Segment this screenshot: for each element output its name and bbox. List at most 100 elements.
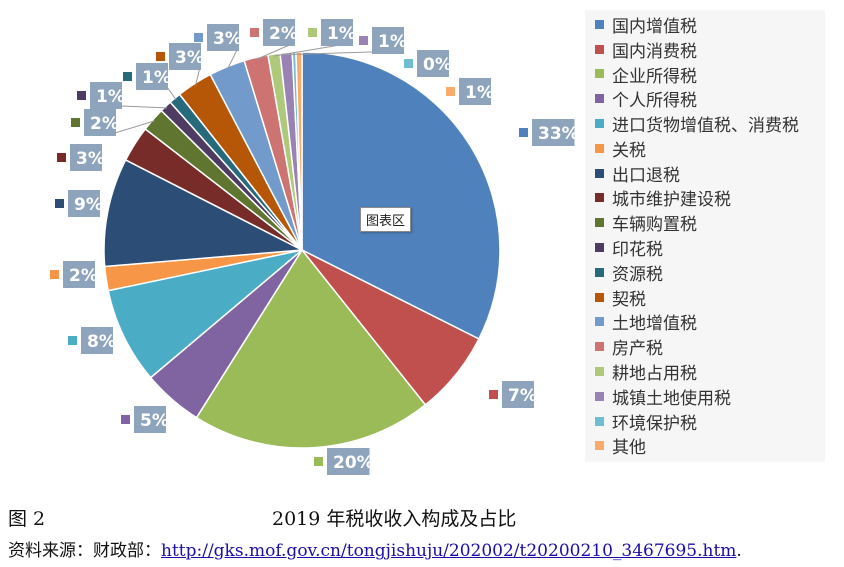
legend-item: 国内增值税 — [585, 12, 825, 37]
legend-item: 国内消费税 — [585, 37, 825, 62]
legend-label: 进口货物增值税、消费税 — [612, 116, 799, 137]
legend-swatch — [595, 119, 604, 129]
legend-item: 企业所得税 — [585, 62, 825, 87]
data-label-box — [81, 327, 113, 354]
legend-swatch — [595, 342, 604, 352]
data-label-text: 8% — [87, 332, 116, 352]
pie-slice — [107, 249, 303, 379]
legend-swatch — [595, 143, 604, 153]
data-label-box — [372, 27, 404, 54]
data-label-box — [207, 24, 239, 51]
legend-item: 出口退税 — [585, 161, 825, 186]
legend-item: 车辆购置税 — [585, 210, 825, 235]
data-label-swatch — [314, 457, 323, 466]
legend-label: 房产税 — [612, 339, 663, 360]
data-label-box — [70, 144, 102, 171]
leader-line — [114, 120, 155, 134]
leader-line — [195, 66, 201, 86]
data-label-swatch — [489, 390, 498, 399]
data-label-text: 1% — [96, 87, 125, 107]
data-label-box — [136, 63, 168, 90]
legend-label: 印花税 — [612, 240, 663, 261]
legend-swatch — [595, 69, 604, 79]
data-label-box — [263, 19, 295, 46]
legend-swatch — [595, 391, 604, 401]
data-label-text: 3% — [213, 29, 242, 49]
data-label-box — [134, 406, 166, 433]
legend-item: 资源税 — [585, 260, 825, 285]
data-label-box — [327, 448, 370, 475]
legend-item: 个人所得税 — [585, 86, 825, 111]
figure-caption: 图 2 2019 年税收收入构成及占比 — [0, 502, 844, 532]
legend-label: 企业所得税 — [612, 66, 697, 87]
data-label: 3% — [156, 43, 204, 70]
legend-label: 耕地占用税 — [612, 364, 697, 385]
legend-label: 其他 — [612, 438, 646, 459]
data-label: 5% — [121, 406, 169, 433]
data-label-text: 20% — [333, 453, 374, 473]
data-label-box — [63, 261, 95, 288]
data-label-swatch — [57, 153, 66, 162]
legend-label: 关税 — [612, 140, 646, 161]
data-label-text: 5% — [140, 411, 169, 431]
data-label-text: 33% — [538, 124, 579, 144]
legend-swatch — [595, 218, 604, 228]
data-label: 2% — [71, 109, 119, 136]
legend-item: 耕地占用税 — [585, 359, 825, 384]
figure-number: 图 2 — [8, 508, 46, 530]
data-label-text: 3% — [175, 48, 204, 68]
data-label: 33% — [519, 119, 579, 146]
data-label: 1% — [446, 78, 494, 105]
data-label: 3% — [194, 24, 242, 51]
source-link[interactable]: http://gks.mof.gov.cn/tongjishuju/202002… — [161, 541, 737, 561]
data-label-swatch — [71, 118, 80, 127]
source-prefix: 资料来源：财政部： — [8, 541, 161, 561]
legend-item: 土地增值税 — [585, 310, 825, 335]
data-label: 1% — [123, 63, 171, 90]
legend-item: 其他 — [585, 434, 825, 459]
legend-label: 出口退税 — [612, 165, 680, 186]
data-label: 8% — [68, 327, 116, 354]
legend-item: 房产税 — [585, 334, 825, 359]
legend-swatch — [595, 367, 604, 377]
figure-title: 2019 年税收收入构成及占比 — [272, 508, 517, 530]
data-label-box — [68, 190, 100, 217]
data-label-swatch — [121, 415, 130, 424]
legend-item: 关税 — [585, 136, 825, 161]
data-label-text: 2% — [90, 114, 119, 134]
data-label-text: 2% — [69, 266, 98, 286]
legend-item: 印花税 — [585, 235, 825, 260]
data-label-box — [90, 82, 122, 109]
data-label-box — [417, 50, 449, 77]
legend-swatch — [595, 441, 604, 451]
legend-swatch — [595, 267, 604, 277]
legend-swatch — [595, 243, 604, 253]
legend-item: 城市维护建设税 — [585, 186, 825, 211]
leader-line — [166, 86, 177, 101]
data-label-swatch — [194, 33, 203, 42]
data-label-swatch — [68, 336, 77, 345]
pie-slice — [103, 158, 305, 268]
legend-label: 车辆购置税 — [612, 215, 697, 236]
legend-label: 环境保护税 — [612, 413, 697, 434]
legend-swatch — [595, 416, 604, 426]
data-label: 1% — [359, 27, 407, 54]
legend-label: 城市维护建设税 — [612, 190, 731, 211]
legend-item: 城镇土地使用税 — [585, 384, 825, 409]
legend-item: 环境保护税 — [585, 409, 825, 434]
data-label: 9% — [55, 190, 103, 217]
legend-label: 个人所得税 — [612, 91, 697, 112]
legend-label: 契税 — [612, 289, 646, 310]
data-label: 1% — [308, 19, 356, 46]
data-label-text: 0% — [423, 55, 452, 75]
data-label-box — [169, 43, 201, 70]
data-label: 7% — [489, 381, 537, 408]
legend-label: 国内增值税 — [612, 16, 697, 37]
legend: 国内增值税 国内消费税企业所得税个人所得税进口货物增值税、消费税 关税出口退税城市维… — [585, 10, 825, 463]
data-label-swatch — [519, 128, 528, 137]
data-label-swatch — [55, 199, 64, 208]
pie-slice — [195, 248, 427, 449]
legend-swatch — [595, 168, 604, 178]
legend-label: 土地增值税 — [612, 314, 697, 335]
data-label-box — [459, 78, 491, 105]
